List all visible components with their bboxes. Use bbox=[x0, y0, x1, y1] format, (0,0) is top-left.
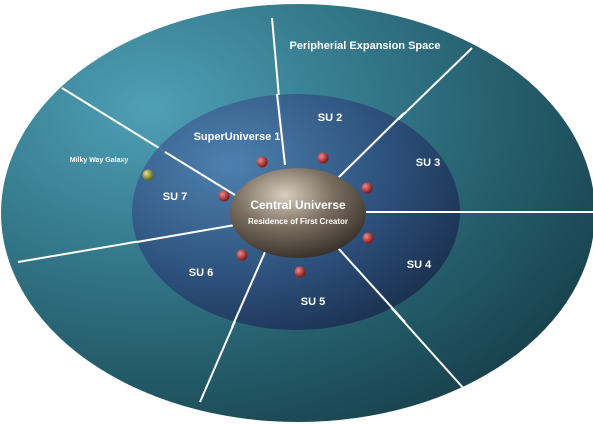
divider bbox=[231, 251, 266, 328]
center-subtitle: Residence of First Creator bbox=[248, 217, 348, 226]
region-label: SU 7 bbox=[163, 191, 187, 203]
region-label: SuperUniverse 1 bbox=[194, 131, 281, 143]
center-title: Central Universe bbox=[250, 198, 346, 212]
outer-label: Peripherial Expansion Space bbox=[289, 40, 440, 52]
divider bbox=[337, 247, 406, 323]
dot bbox=[256, 156, 268, 168]
milky-way-dot bbox=[142, 169, 154, 181]
marker-label: Milky Way Galaxy bbox=[70, 157, 129, 164]
dot bbox=[294, 266, 306, 278]
divider bbox=[136, 224, 236, 243]
region-label: SU 4 bbox=[407, 259, 432, 271]
region-label: SU 6 bbox=[189, 267, 213, 279]
region-label: SU 3 bbox=[416, 157, 440, 169]
dots bbox=[142, 152, 374, 278]
central-universe bbox=[230, 168, 366, 258]
dot bbox=[317, 152, 329, 164]
dot bbox=[362, 232, 374, 244]
dot bbox=[361, 182, 373, 194]
region-label: SU 2 bbox=[318, 112, 342, 124]
dot bbox=[218, 190, 230, 202]
divider bbox=[276, 93, 286, 166]
divider bbox=[337, 112, 405, 179]
divider bbox=[164, 151, 236, 196]
region-label: SU 5 bbox=[301, 296, 325, 308]
inner-dividers bbox=[136, 93, 460, 328]
dot bbox=[236, 249, 248, 261]
